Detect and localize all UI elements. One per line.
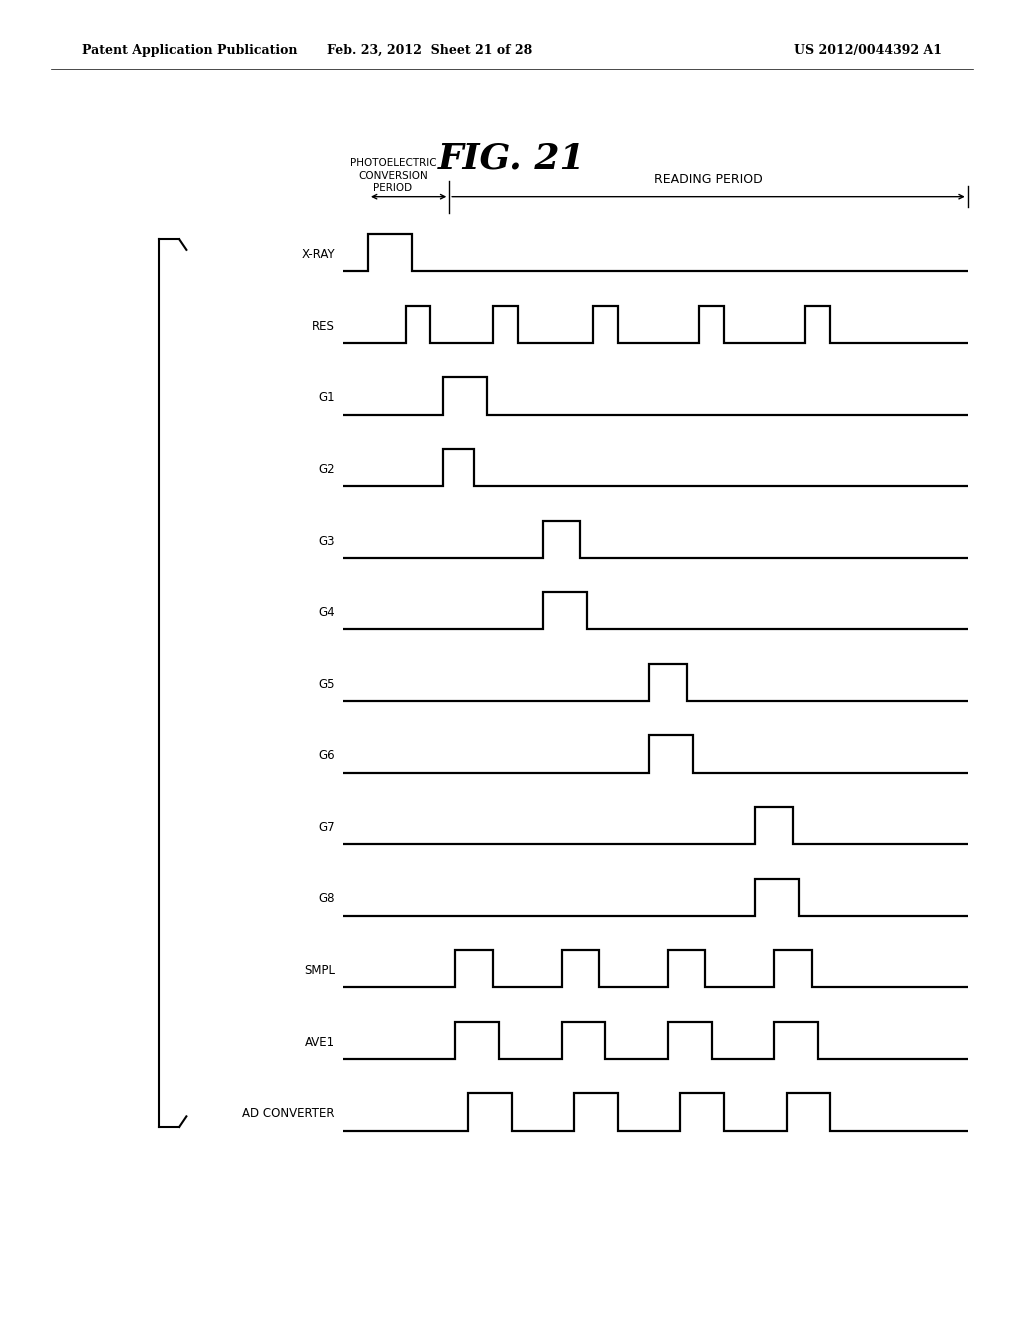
Text: G1: G1 [318, 392, 335, 404]
Text: Feb. 23, 2012  Sheet 21 of 28: Feb. 23, 2012 Sheet 21 of 28 [328, 44, 532, 57]
Text: G5: G5 [318, 677, 335, 690]
Text: G6: G6 [318, 750, 335, 763]
Text: PHOTOELECTRIC
CONVERSION
PERIOD: PHOTOELECTRIC CONVERSION PERIOD [350, 158, 436, 193]
Text: G7: G7 [318, 821, 335, 834]
Text: FIG. 21: FIG. 21 [438, 141, 586, 176]
Text: US 2012/0044392 A1: US 2012/0044392 A1 [794, 44, 942, 57]
Text: Patent Application Publication: Patent Application Publication [82, 44, 297, 57]
Text: SMPL: SMPL [304, 964, 335, 977]
Text: G2: G2 [318, 463, 335, 477]
Text: G8: G8 [318, 892, 335, 906]
Text: AD CONVERTER: AD CONVERTER [243, 1107, 335, 1121]
Text: X-RAY: X-RAY [301, 248, 335, 261]
Text: AVE1: AVE1 [305, 1036, 335, 1048]
Text: RES: RES [312, 319, 335, 333]
Text: READING PERIOD: READING PERIOD [654, 173, 763, 186]
Text: G3: G3 [318, 535, 335, 548]
Text: G4: G4 [318, 606, 335, 619]
